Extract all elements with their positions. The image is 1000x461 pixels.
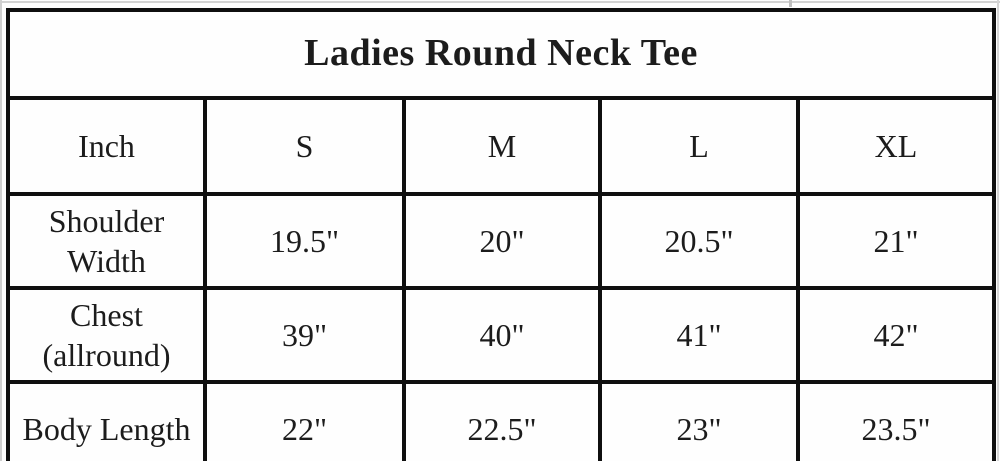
- value-cell: 23": [598, 380, 800, 461]
- size-header-s: S: [203, 96, 406, 196]
- unit-header-cell: Inch: [6, 96, 207, 196]
- size-header-xl: XL: [795, 96, 997, 196]
- value-cell: 19.5": [203, 192, 406, 290]
- size-header-l: L: [598, 96, 800, 196]
- value-cell: 23.5": [795, 380, 997, 461]
- table-row-chest: Chest (allround) 39" 40" 41" 42": [6, 286, 997, 384]
- row-label: Shoulder Width: [6, 192, 207, 290]
- crop-artifact-top-line: [0, 1, 1000, 3]
- table-row-body-length: Body Length 22" 22.5" 23" 23.5": [6, 380, 997, 461]
- value-cell: 21": [795, 192, 997, 290]
- row-label: Chest (allround): [6, 286, 207, 384]
- row-label: Body Length: [6, 380, 207, 461]
- crop-artifact-right-line: [997, 0, 999, 461]
- table-header-row: Inch S M L XL: [6, 96, 997, 196]
- value-cell: 41": [598, 286, 800, 384]
- size-header-m: M: [402, 96, 602, 196]
- table-row-shoulder-width: Shoulder Width 19.5" 20" 20.5" 21": [6, 192, 997, 290]
- value-cell: 39": [203, 286, 406, 384]
- value-cell: 20.5": [598, 192, 800, 290]
- value-cell: 40": [402, 286, 602, 384]
- value-cell: 42": [795, 286, 997, 384]
- crop-artifact-left-line: [0, 0, 2, 461]
- size-chart-table: Ladies Round Neck Tee Inch S M L XL Shou…: [5, 8, 997, 461]
- value-cell: 20": [402, 192, 602, 290]
- value-cell: 22": [203, 380, 406, 461]
- crop-artifact-top-tick: [789, 0, 792, 7]
- table-title-row: Ladies Round Neck Tee: [5, 8, 997, 100]
- table-title: Ladies Round Neck Tee: [5, 8, 997, 100]
- value-cell: 22.5": [402, 380, 602, 461]
